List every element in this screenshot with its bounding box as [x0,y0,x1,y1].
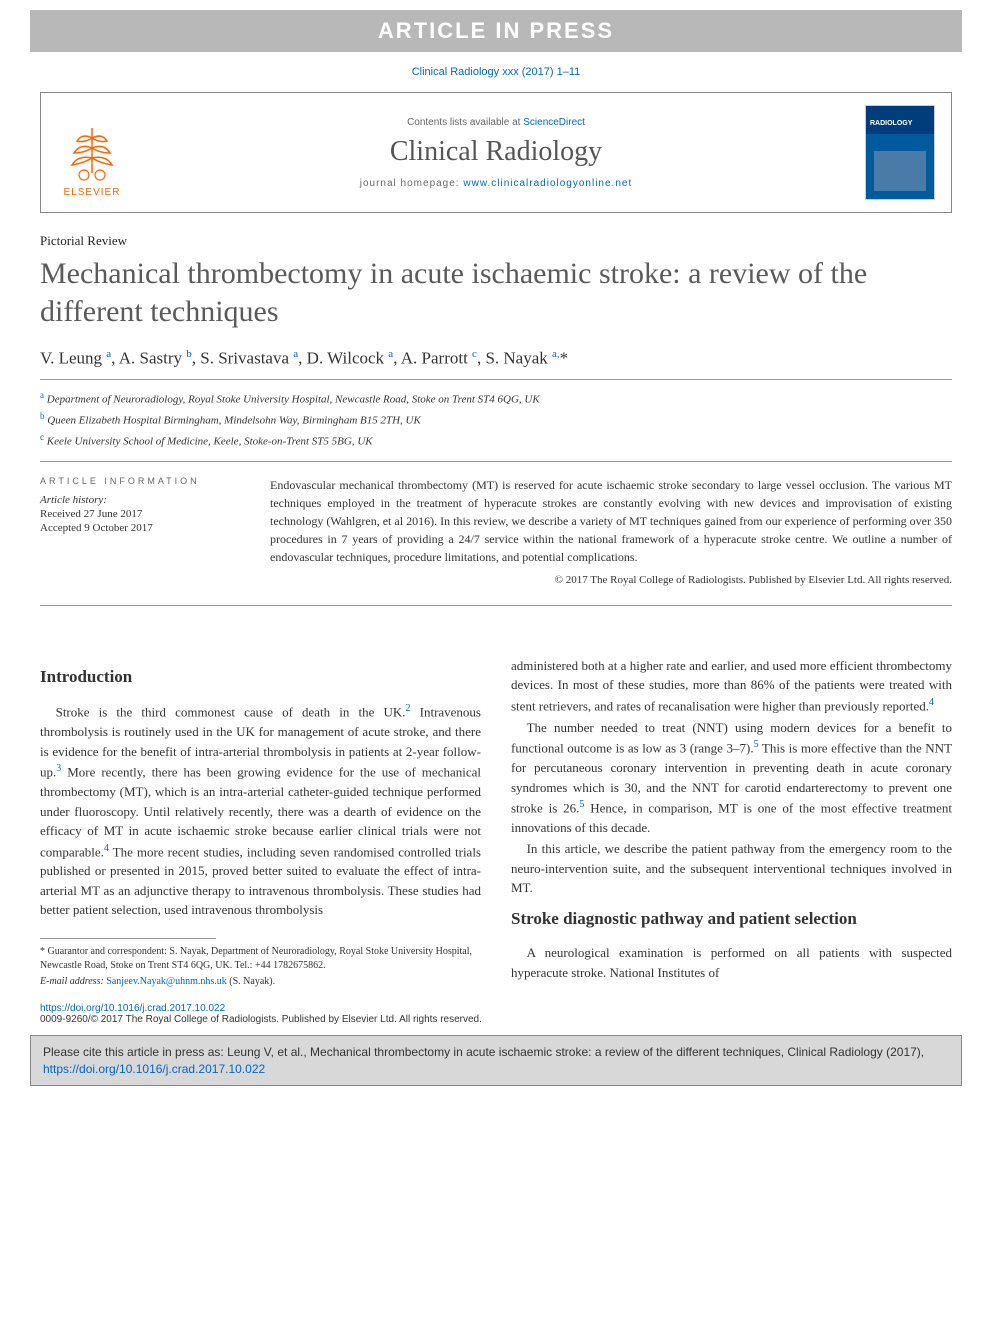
abstract-text: Endovascular mechanical thrombectomy (MT… [270,478,952,564]
received-date: Received 27 June 2017 [40,508,240,520]
journal-header: ELSEVIER Contents lists available at Sci… [40,92,952,213]
correspondent-email-link[interactable]: Sanjeev.Nayak@uhnm.nhs.uk [106,976,226,987]
article-info-block: ARTICLE INFORMATION Article history: Rec… [40,476,240,589]
article-body: Introduction Stroke is the third commone… [40,656,952,989]
email-footnote: E-mail address: Sanjeev.Nayak@uhnm.nhs.u… [40,975,481,989]
elsevier-tree-icon [62,123,122,183]
sec2-p1: A neurological examination is performed … [511,943,952,982]
article-info-heading: ARTICLE INFORMATION [40,476,240,486]
intro-p1a: Stroke is the third commonest cause of d… [56,705,406,720]
guarantor-footnote: * Guarantor and correspondent: S. Nayak,… [40,945,481,973]
issn-copyright: 0009-9260/© 2017 The Royal College of Ra… [40,1014,482,1025]
email-label: E-mail address: [40,976,106,987]
journal-cover-thumbnail [865,105,935,200]
elsevier-text: ELSEVIER [64,187,121,198]
intro-p2: administered both at a higher rate and e… [511,658,952,713]
sciencedirect-link[interactable]: ScienceDirect [523,117,585,128]
doi-link[interactable]: https://doi.org/10.1016/j.crad.2017.10.0… [40,1003,225,1014]
contents-available: Contents lists available at ScienceDirec… [147,117,845,128]
author-list: V. Leung a, A. Sastry b, S. Srivastava a… [40,348,952,380]
email-suffix: (S. Nayak). [227,976,275,987]
accepted-date: Accepted 9 October 2017 [40,522,240,534]
intro-p1d: The more recent studies, including seven… [40,844,481,918]
cite-box: Please cite this article in press as: Le… [30,1035,962,1087]
section-2-heading: Stroke diagnostic pathway and patient se… [511,906,952,932]
cite-text: Please cite this article in press as: Le… [43,1045,924,1059]
doi-block: https://doi.org/10.1016/j.crad.2017.10.0… [40,1003,952,1025]
ref-4b[interactable]: 4 [929,697,934,708]
homepage-link[interactable]: www.clinicalradiologyonline.net [463,178,632,189]
article-type: Pictorial Review [40,233,952,249]
elsevier-logo: ELSEVIER [57,108,127,198]
cite-doi-link[interactable]: https://doi.org/10.1016/j.crad.2017.10.0… [43,1062,265,1076]
article-in-press-banner: ARTICLE IN PRESS [30,10,962,52]
abstract: Endovascular mechanical thrombectomy (MT… [270,476,952,589]
introduction-heading: Introduction [40,664,481,690]
contents-prefix: Contents lists available at [407,117,523,128]
intro-p4: In this article, we describe the patient… [511,839,952,898]
article-title: Mechanical thrombectomy in acute ischaem… [40,255,952,330]
history-label: Article history: [40,494,240,506]
journal-name: Clinical Radiology [147,136,845,168]
homepage-prefix: journal homepage: [360,178,464,189]
affiliations: a Department of Neuroradiology, Royal St… [40,388,952,463]
footnote-separator [40,938,216,939]
journal-homepage: journal homepage: www.clinicalradiologyo… [147,178,845,189]
top-citation: Clinical Radiology xxx (2017) 1–11 [0,66,992,78]
abstract-copyright: © 2017 The Royal College of Radiologists… [270,572,952,589]
